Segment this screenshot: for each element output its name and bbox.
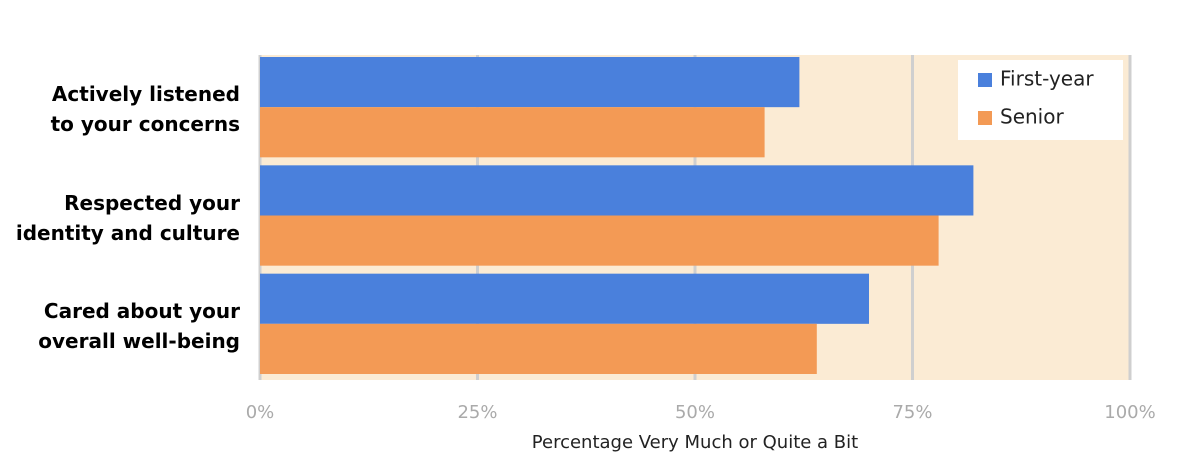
legend-label: Senior xyxy=(1000,105,1064,129)
legend-swatch xyxy=(978,111,992,125)
y-tick-label: Respected your identity and culture xyxy=(15,190,240,245)
bar xyxy=(260,273,869,324)
x-tick-label: 25% xyxy=(457,402,497,423)
y-tick-label: Actively listened to your concerns xyxy=(50,82,240,137)
x-tick-label: 0% xyxy=(246,402,275,423)
legend-label: First-year xyxy=(1000,67,1094,91)
bar xyxy=(260,323,817,374)
x-tick-label: 50% xyxy=(675,402,715,423)
bar xyxy=(260,165,974,216)
y-tick-label: Cared about your overall well-being xyxy=(38,298,240,353)
bar xyxy=(260,215,939,266)
x-tick-label: 100% xyxy=(1104,402,1155,423)
x-tick-label: 75% xyxy=(892,402,932,423)
bar xyxy=(260,57,800,108)
bar xyxy=(260,107,765,158)
legend-swatch xyxy=(978,73,992,87)
x-axis-title: Percentage Very Much or Quite a Bit xyxy=(532,432,858,453)
